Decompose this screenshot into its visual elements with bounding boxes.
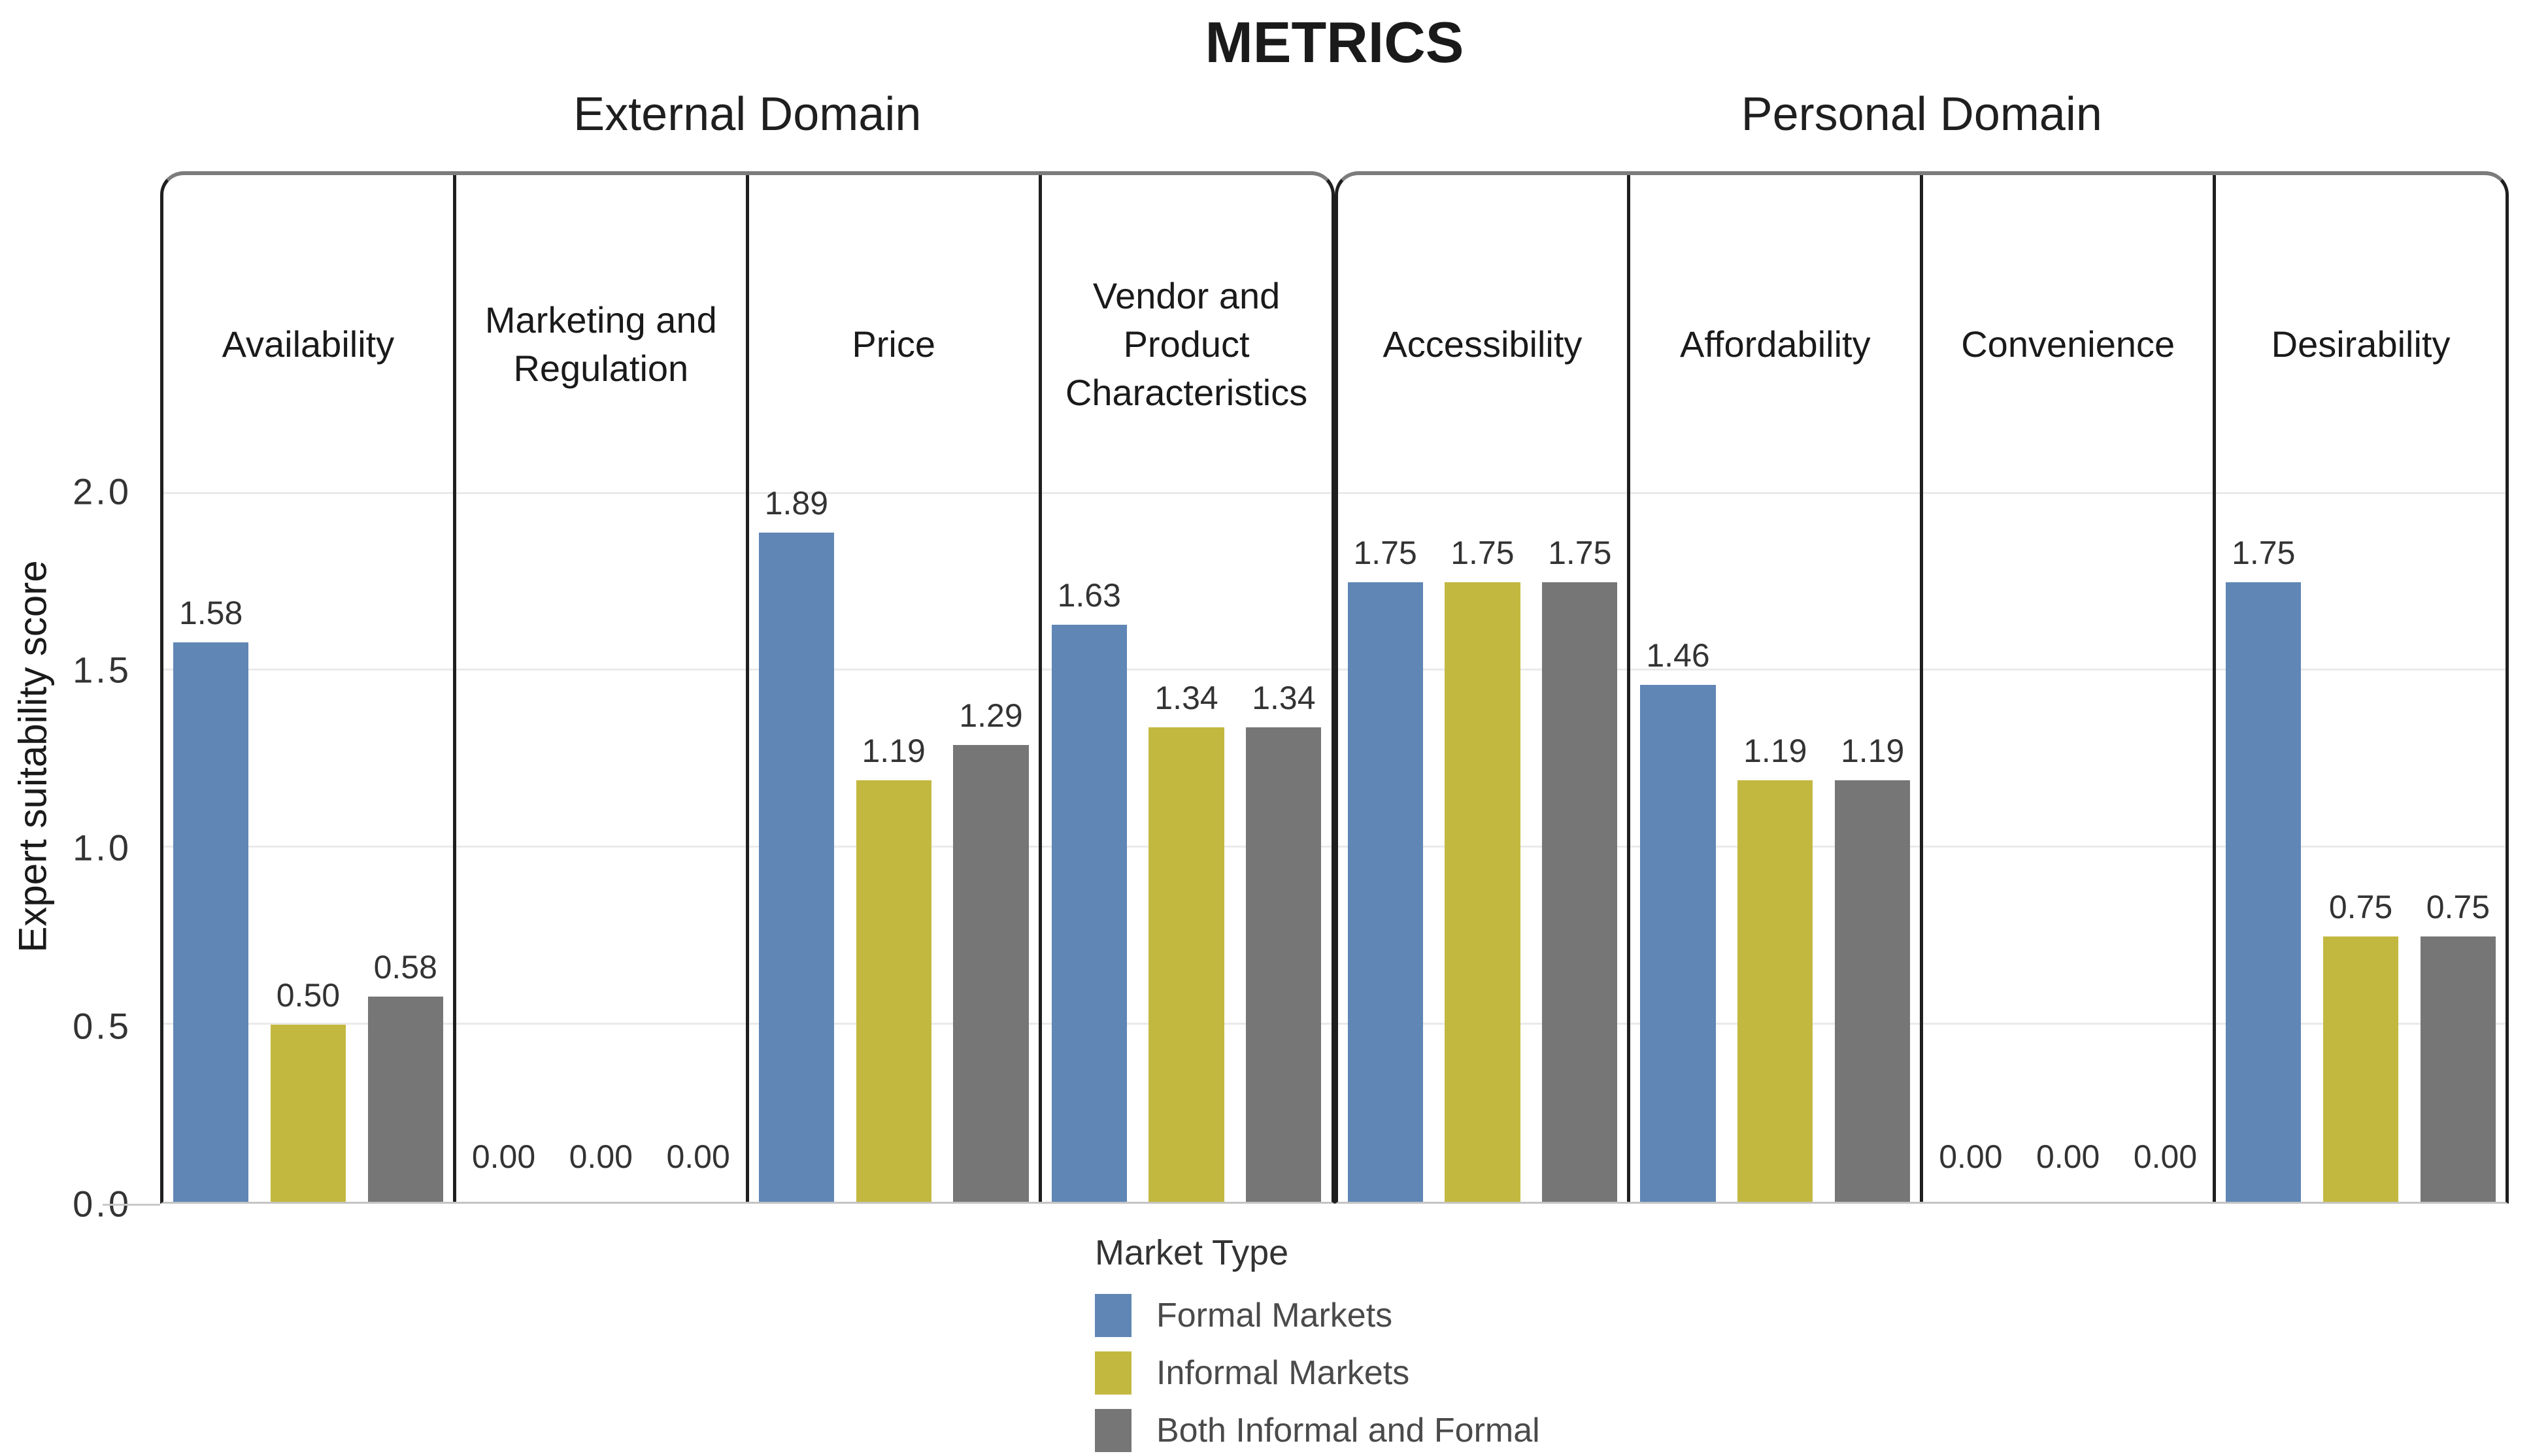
category-label: Vendor and Product Characteristics (1065, 275, 1308, 414)
legend-swatch (1095, 1351, 1131, 1395)
domain-header-row: External Domain Personal Domain (160, 88, 2509, 153)
bar-value-label: 0.00 (569, 1138, 633, 1175)
legend-swatch (1095, 1409, 1131, 1452)
bar (1542, 582, 1618, 1202)
bar-value-label: 0.00 (471, 1138, 536, 1175)
bar (2420, 936, 2496, 1202)
y-tick-label: 1.5 (73, 649, 131, 691)
bar-value-label: 0.00 (1939, 1138, 2003, 1175)
bar (173, 642, 249, 1202)
bar (1148, 727, 1224, 1202)
bar (2226, 582, 2302, 1202)
bar (1640, 685, 1716, 1202)
category-panel: Convenience 0.00 0.00 0.00 (1920, 175, 2213, 1202)
x-axis-baseline-extension (103, 1204, 160, 1206)
chart-title: METRICS (1205, 10, 1464, 74)
category-panel: Affordability 1.46 1.19 1.19 (1627, 175, 1920, 1202)
bar-value-label: 1.75 (2232, 534, 2296, 571)
bar (2322, 936, 2399, 1202)
bar (367, 996, 443, 1202)
legend: Market Type Formal Markets Informal Marke… (1095, 1233, 2531, 1453)
category-label: Availability (222, 323, 395, 365)
category-label: Desirability (2271, 323, 2451, 365)
legend-item-label: Formal Markets (1156, 1297, 1393, 1334)
category-panel: Availability 1.58 0.50 0.58 (163, 175, 453, 1202)
y-tick-label: 0.5 (73, 1005, 131, 1047)
bar-value-label: 1.19 (862, 733, 926, 770)
category-panel: Accessibility 1.75 1.75 1.75 (1338, 175, 1628, 1202)
bar (1246, 727, 1322, 1202)
bar (1737, 780, 1813, 1202)
legend-swatch (1095, 1294, 1131, 1337)
category-label: Convenience (1961, 323, 2175, 365)
bar (1445, 582, 1520, 1202)
bar-value-label: 0.75 (2426, 888, 2490, 925)
bar-value-label: 1.63 (1057, 577, 1121, 614)
category-label: Accessibility (1383, 323, 1583, 365)
category-panel: Desirability 1.75 0.75 0.75 (2213, 175, 2506, 1202)
bar-value-label: 1.58 (178, 595, 243, 632)
chart-area: Expert suitability score 0.0 0.5 1.0 1.5 2.0… (11, 171, 2509, 1225)
bar-value-label: 1.34 (1154, 680, 1218, 717)
bar-value-label: 1.89 (764, 485, 829, 522)
bar-value-label: 0.00 (2133, 1138, 2198, 1175)
bar-value-label: 1.75 (1353, 534, 1417, 571)
bar (758, 533, 834, 1202)
domain-box: Availability 1.58 0.50 0.58 Marketing and Re… (160, 171, 1335, 1204)
bar-value-label: 0.58 (373, 948, 437, 985)
domain-boxes: Availability 1.58 0.50 0.58 Marketing and Re… (160, 171, 2509, 1204)
category-panel: Price 1.89 1.19 1.29 (745, 175, 1039, 1202)
legend-items: Formal Markets Informal Markets Both Infor… (1095, 1293, 2531, 1453)
bar (856, 780, 931, 1202)
y-axis: 0.0 0.5 1.0 1.5 2.0 (0, 171, 160, 1225)
bar-value-label: 1.19 (1840, 733, 1905, 770)
bar-value-label: 1.46 (1646, 637, 1710, 674)
bar-value-label: 0.75 (2328, 888, 2393, 925)
bar (270, 1025, 346, 1202)
y-tick-label: 2.0 (73, 471, 131, 512)
legend-title: Market Type (1095, 1233, 1289, 1272)
bar (1347, 582, 1423, 1202)
bar-value-label: 0.50 (276, 977, 341, 1014)
legend-item: Both Informal and Formal (1095, 1408, 2531, 1453)
category-label: Affordability (1680, 323, 1871, 365)
bar-value-label: 1.75 (1548, 534, 1612, 571)
bar (1835, 780, 1911, 1202)
legend-item: Informal Markets (1095, 1350, 2531, 1396)
category-label: Marketing and Regulation (484, 299, 717, 389)
y-tick-label: 1.0 (73, 827, 131, 869)
legend-item-label: Both Informal and Formal (1156, 1412, 1540, 1449)
legend-item: Formal Markets (1095, 1293, 2531, 1338)
bar-value-label: 0.00 (666, 1138, 730, 1175)
bar-value-label: 1.75 (1450, 534, 1515, 571)
bar-value-label: 1.19 (1743, 733, 1807, 770)
domain-header-personal: Personal Domain (1741, 88, 2102, 141)
category-panel: Vendor and Product Characteristics 1.63 1.… (1038, 175, 1332, 1202)
domain-header-external: External Domain (573, 88, 922, 141)
bar-value-label: 1.29 (959, 697, 1023, 735)
category-panel: Marketing and Regulation 0.00 0.00 0.00 (452, 175, 746, 1202)
bar (953, 745, 1029, 1202)
legend-item-label: Informal Markets (1156, 1354, 1410, 1392)
bar-value-label: 0.00 (2036, 1138, 2100, 1175)
domain-box: Accessibility 1.75 1.75 1.75 Affordability 1.… (1334, 171, 2509, 1204)
category-label: Price (852, 323, 935, 365)
bar (1051, 625, 1127, 1202)
bar-value-label: 1.34 (1252, 680, 1316, 717)
